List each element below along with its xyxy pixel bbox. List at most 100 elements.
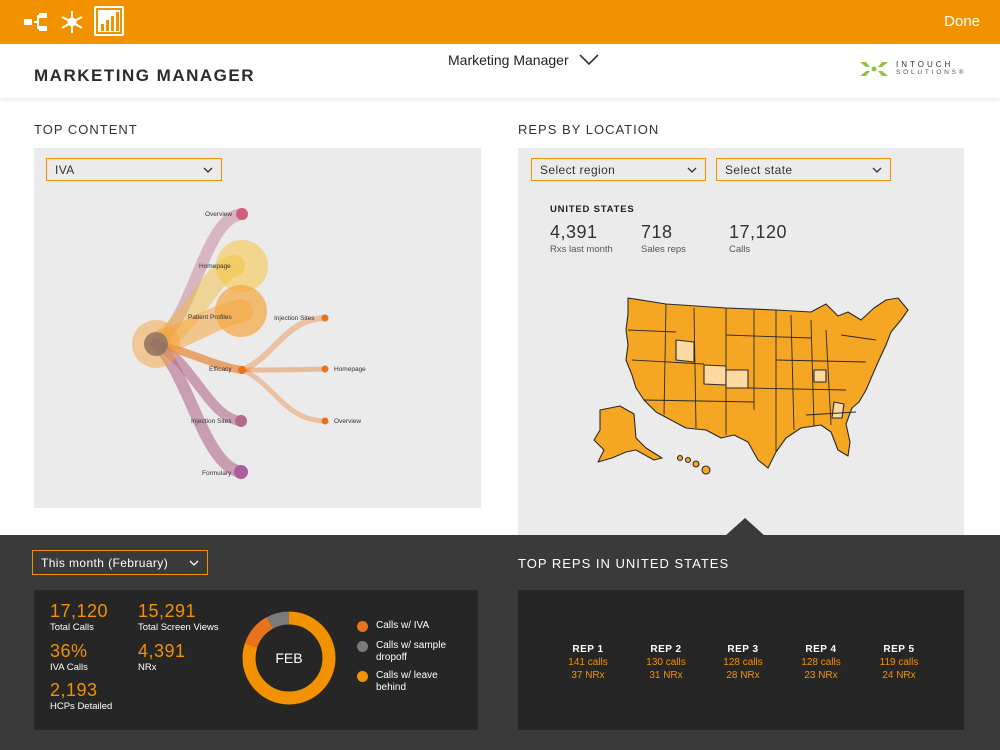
stat-calls: 17,120 Calls xyxy=(729,222,787,255)
top-reps-panel xyxy=(518,590,964,730)
rep-calls: 141 calls xyxy=(568,657,608,668)
content-dropdown[interactable]: IVA xyxy=(46,158,222,181)
rep-name: REP 5 xyxy=(883,644,915,655)
rep-card[interactable]: REP 4 128 calls 23 NRx xyxy=(786,643,856,682)
node-injection-sites xyxy=(235,415,247,427)
period-dropdown-value: This month (February) xyxy=(41,555,169,570)
node-formulary xyxy=(234,465,248,479)
flow-label: Injection Sites xyxy=(274,315,315,322)
rep-card[interactable]: REP 2 130 calls 31 NRx xyxy=(631,643,701,682)
rep-nrx: 37 NRx xyxy=(571,670,605,681)
legend-dot xyxy=(357,621,368,632)
kpi-label: IVA Calls xyxy=(50,662,88,673)
rep-calls: 128 calls xyxy=(801,657,841,668)
node-root xyxy=(144,332,168,356)
flow-label: Overview xyxy=(334,418,361,425)
state-light xyxy=(813,369,827,383)
done-button[interactable]: Done xyxy=(944,13,980,30)
stat-sales-reps: 718 Sales reps xyxy=(641,222,686,255)
region-dropdown[interactable]: Select region xyxy=(531,158,706,181)
rep-nrx: 31 NRx xyxy=(649,670,683,681)
summary-panel xyxy=(34,590,478,730)
node-efficacy xyxy=(238,366,246,374)
flow-efficacy-homepage xyxy=(239,366,327,373)
region-dropdown-placeholder: Select region xyxy=(540,162,616,177)
top-content-panel: IVA Overview Homepage P xyxy=(34,148,481,508)
kpi-total-screen-views: 15,291 Total Screen Views xyxy=(138,601,219,633)
role-select[interactable]: Marketing Manager xyxy=(448,52,599,68)
stat-value: 17,120 xyxy=(729,222,788,242)
hawaii xyxy=(676,454,711,475)
reps-by-location-label: REPS BY LOCATION xyxy=(518,122,660,137)
kpi-total-calls: 17,120 Total Calls xyxy=(50,601,108,633)
state-dropdown[interactable]: Select state xyxy=(716,158,891,181)
kpi-nrx: 4,391 NRx xyxy=(138,641,186,673)
legend-label: Calls w/ IVA xyxy=(376,620,430,631)
chevron-down-icon xyxy=(189,560,199,566)
rep-name: REP 4 xyxy=(805,644,837,655)
node-homepage xyxy=(216,240,268,292)
rep-calls: 130 calls xyxy=(646,657,686,668)
rep-card[interactable]: REP 5 119 calls 24 NRx xyxy=(864,643,934,682)
us-map[interactable] xyxy=(576,290,916,490)
kpi-label: Total Calls xyxy=(50,622,94,633)
flow-efficacy-injection xyxy=(239,315,327,373)
state-dropdown-placeholder: Select state xyxy=(725,162,793,177)
node-overview-right xyxy=(321,417,329,425)
hierarchy-icon[interactable] xyxy=(22,8,50,36)
state-light xyxy=(703,364,727,386)
content-flow-diagram: Overview Homepage Patient Profiles Injec… xyxy=(132,208,366,479)
state-light xyxy=(675,339,695,363)
flow-label: Efficacy xyxy=(209,366,232,373)
flow-label: Patient Profiles xyxy=(188,314,232,321)
network-icon[interactable] xyxy=(58,8,86,36)
top-bar: Done xyxy=(0,0,1000,44)
kpi-value: 2,193 xyxy=(50,680,98,700)
chart-icon[interactable] xyxy=(94,6,124,36)
chevron-down-icon xyxy=(872,167,882,173)
node-injection-sites-right xyxy=(321,314,329,322)
content-dropdown-value: IVA xyxy=(55,162,75,177)
alaska xyxy=(593,405,663,463)
legend-dot xyxy=(357,641,368,652)
flow-label: Injection Sites xyxy=(191,418,232,425)
location-pointer xyxy=(725,518,765,536)
country-label: UNITED STATES xyxy=(550,204,635,215)
flow-label: Homepage xyxy=(334,366,366,373)
node-patient-profiles xyxy=(215,285,267,337)
rep-calls: 119 calls xyxy=(879,657,919,668)
legend-calls-leave-behind: Calls w/ leave behind xyxy=(357,670,438,694)
rep-nrx: 23 NRx xyxy=(804,670,838,681)
kpi-value: 17,120 xyxy=(50,601,109,621)
rep-card[interactable]: REP 1 141 calls 37 NRx xyxy=(553,643,623,682)
top-reps-title: TOP REPS IN UNITED STATES xyxy=(518,556,730,571)
logo-line-1: INTOUCH xyxy=(896,60,954,69)
intouch-logo-icon xyxy=(860,62,888,76)
rep-name: REP 2 xyxy=(650,644,682,655)
period-dropdown[interactable]: This month (February) xyxy=(32,550,208,575)
role-select-label: Marketing Manager xyxy=(448,52,569,68)
kpi-iva-calls: 36% IVA Calls xyxy=(50,641,88,673)
stat-label: Calls xyxy=(729,244,751,255)
logo-line-2: SOLUTIONS® xyxy=(896,69,967,76)
rep-name: REP 1 xyxy=(572,644,604,655)
rep-nrx: 24 NRx xyxy=(882,670,916,681)
legend-calls-sample-dropoff: Calls w/ sample dropoff xyxy=(357,640,446,664)
node-homepage-right xyxy=(321,365,329,373)
us-mainland xyxy=(625,297,909,469)
kpi-label: Total Screen Views xyxy=(138,622,219,633)
top-content-label: TOP CONTENT xyxy=(34,122,138,137)
rep-name: REP 3 xyxy=(727,644,759,655)
page-title: MARKETING MANAGER xyxy=(34,66,255,85)
state-light xyxy=(725,369,749,389)
legend-dot xyxy=(357,671,368,682)
flow-label: Overview xyxy=(205,211,232,218)
rep-nrx: 28 NRx xyxy=(726,670,760,681)
legend-calls-iva: Calls w/ IVA xyxy=(357,620,429,632)
chevron-down-icon xyxy=(203,167,213,173)
rep-card[interactable]: REP 3 128 calls 28 NRx xyxy=(708,643,778,682)
kpi-value: 15,291 xyxy=(138,601,197,621)
chevron-down-icon xyxy=(579,54,599,66)
stat-value: 4,391 xyxy=(550,222,598,242)
chevron-down-icon xyxy=(687,167,697,173)
